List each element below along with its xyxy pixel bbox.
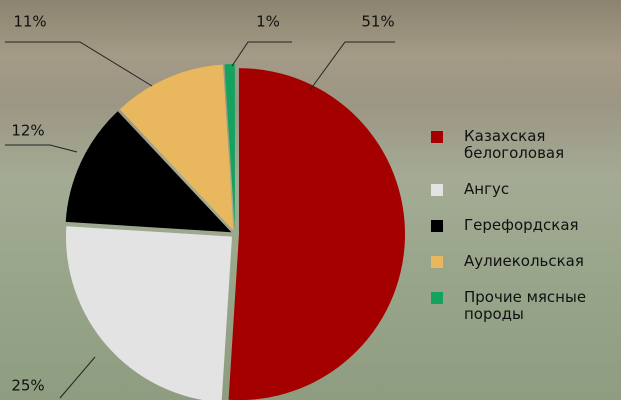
legend-item: Прочие мясные породы	[428, 289, 621, 323]
chart: 51% 25% 12% 11% 1% Казахская белоголовая Ангу…	[0, 0, 621, 400]
leader-line	[232, 42, 292, 66]
pie-slice	[66, 226, 232, 400]
data-label: 51%	[361, 13, 394, 31]
legend-swatch	[431, 220, 443, 232]
legend-swatch	[431, 256, 443, 268]
legend-label: Аулиекольская	[464, 252, 584, 270]
pie-slice	[229, 68, 405, 400]
data-label: 25%	[11, 377, 44, 395]
legend: Казахская белоголовая Ангус Герефордская Ау…	[428, 128, 621, 323]
leader-line	[310, 42, 395, 90]
legend-item: Ангус	[428, 181, 621, 198]
legend-item: Герефордская	[428, 217, 621, 234]
legend-item: Аулиекольская	[428, 253, 621, 270]
legend-label: Герефордская	[464, 216, 579, 234]
data-label: 1%	[256, 13, 280, 31]
legend-item: Казахская белоголовая	[428, 128, 621, 162]
legend-label: Прочие мясные породы	[464, 288, 586, 323]
leader-line	[5, 145, 77, 152]
legend-label: Казахская белоголовая	[464, 127, 564, 162]
leader-line	[5, 42, 152, 86]
legend-label: Ангус	[464, 180, 509, 198]
data-label: 11%	[13, 13, 46, 31]
leader-line	[60, 357, 95, 398]
legend-swatch	[431, 131, 443, 143]
legend-swatch	[431, 184, 443, 196]
data-label: 12%	[11, 122, 44, 140]
legend-swatch	[431, 292, 443, 304]
